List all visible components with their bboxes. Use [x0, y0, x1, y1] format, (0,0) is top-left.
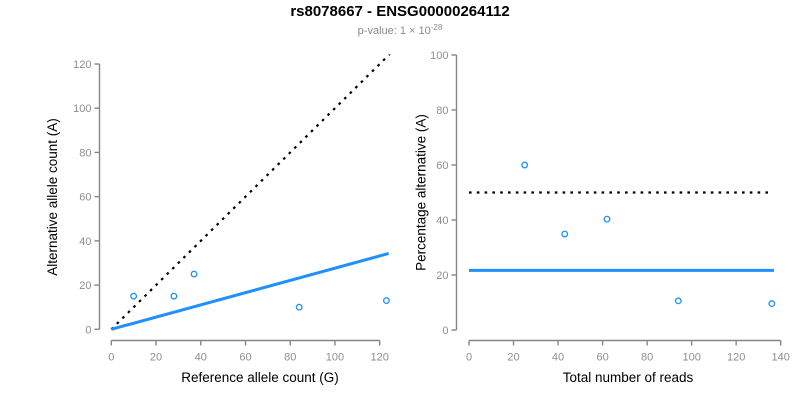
data-point — [382, 297, 390, 305]
x-tick-label: 40 — [195, 352, 207, 364]
p-value-exponent: -28 — [430, 23, 443, 32]
x-tick-label: 40 — [552, 352, 564, 364]
data-point — [130, 292, 138, 300]
y-tick-label: 20 — [79, 280, 91, 292]
figure-title: rs8078667 - ENSG00000264112 — [290, 3, 510, 20]
y-tick-label: 60 — [436, 160, 448, 172]
x-tick-label: 80 — [284, 352, 296, 364]
x-tick-label: 80 — [641, 352, 653, 364]
y-tick-label: 20 — [436, 270, 448, 282]
data-point — [295, 303, 303, 311]
x-tick-label: 0 — [108, 352, 114, 364]
data-point — [603, 215, 611, 223]
x-tick-label: 0 — [466, 352, 472, 364]
data-point — [674, 297, 682, 305]
figure-subtitle: p-value: 1 × 10-28 — [0, 22, 800, 37]
y-tick-label: 40 — [436, 215, 448, 227]
allele-counts-y-axis-label: Alternative allele count (A) — [45, 118, 60, 276]
x-tick-label: 60 — [239, 352, 251, 364]
identity-line — [110, 54, 391, 331]
y-tick-label: 0 — [85, 324, 91, 336]
y-tick-label: 60 — [79, 192, 91, 204]
percentage-alternative-y-axis-label: Percentage alternative (A) — [414, 114, 429, 271]
allele-counts-x-axis-label: Reference allele count (G) — [181, 370, 339, 385]
data-point — [561, 230, 569, 238]
y-tick-label: 80 — [436, 105, 448, 117]
y-tick-label: 100 — [73, 103, 91, 115]
y-tick-label: 120 — [73, 59, 91, 71]
data-point — [521, 161, 529, 169]
fit-line — [110, 252, 390, 331]
x-tick-label: 120 — [371, 352, 389, 364]
x-tick-label: 140 — [772, 352, 790, 364]
x-tick-label: 100 — [682, 352, 700, 364]
panel-percentage-alternative: 0 20 40 60 80 100 0 20 40 60 80 100 120 140 Total numb… — [414, 50, 790, 385]
x-tick-label: 100 — [326, 352, 344, 364]
x-tick-label: 60 — [596, 352, 608, 364]
y-tick-label: 100 — [430, 50, 448, 62]
percentage-alternative-x-axis-label: Total number of reads — [563, 370, 694, 385]
data-point — [768, 300, 776, 308]
data-point — [190, 270, 198, 278]
x-tick-label: 120 — [727, 352, 745, 364]
panel-allele-counts: 0 20 40 60 80 100 120 0 20 40 60 80 100 120 Reference … — [45, 54, 391, 385]
x-tick-label: 20 — [507, 352, 519, 364]
y-tick-label: 40 — [79, 236, 91, 248]
x-tick-label: 20 — [150, 352, 162, 364]
data-point — [170, 292, 178, 300]
p-value-text: p-value: 1 × 10 — [357, 25, 431, 37]
y-tick-label: 80 — [79, 147, 91, 159]
y-tick-label: 0 — [442, 325, 448, 337]
